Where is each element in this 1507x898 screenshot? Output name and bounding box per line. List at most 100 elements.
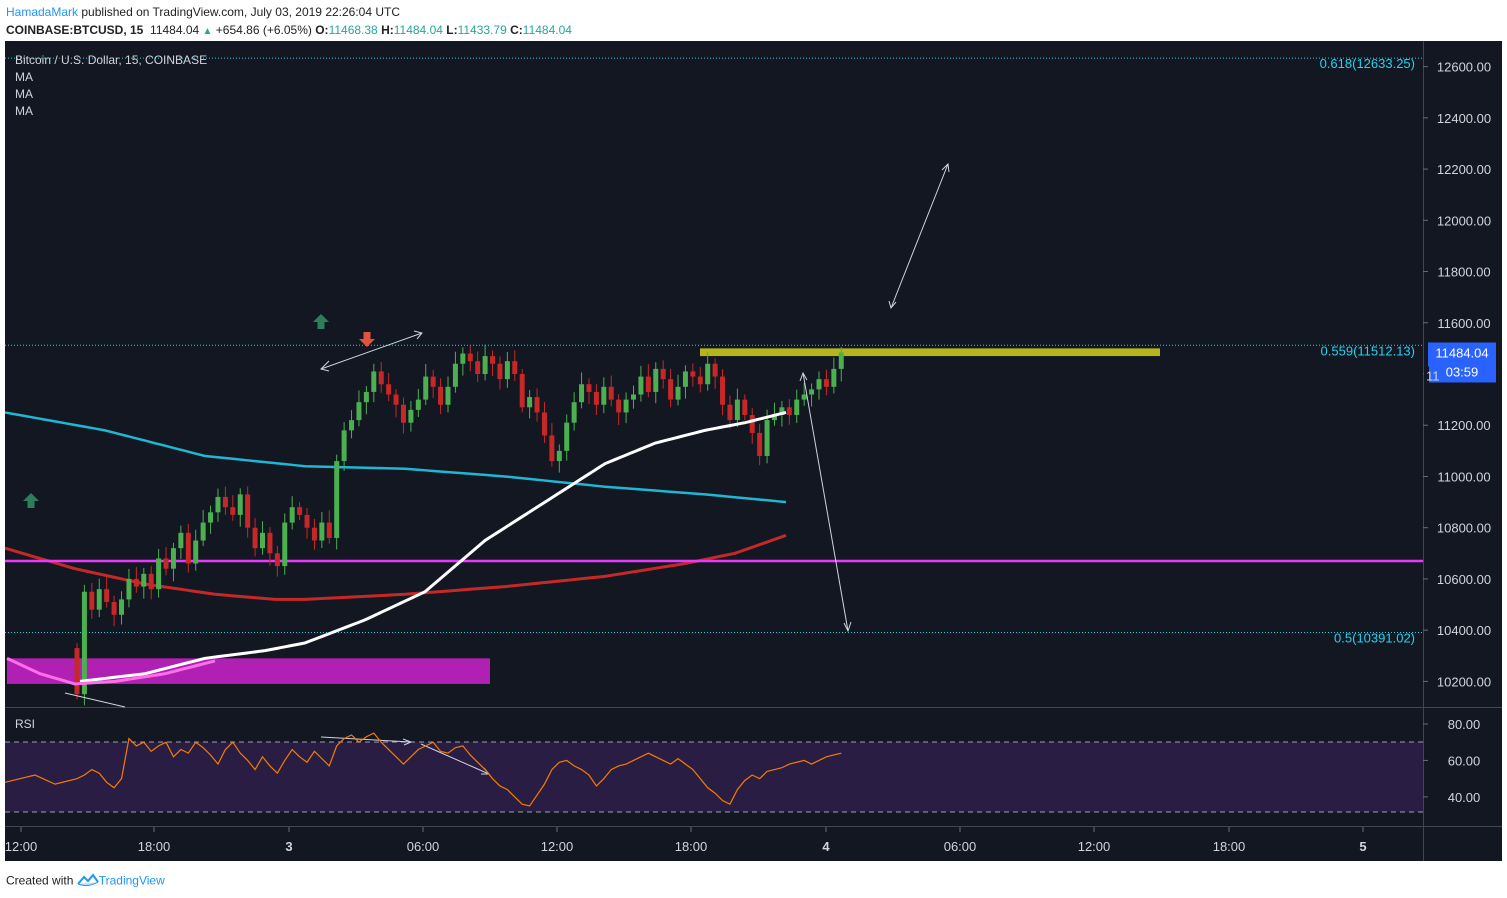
price-tick-label: 11200.00 [1437,418,1490,433]
time-tick-label: 12:00 [541,839,574,854]
candle-down [163,558,169,569]
close-value: 11484.04 [522,23,572,37]
arrowhead-icon [413,330,423,340]
price-tick-label: 12400.00 [1437,111,1491,126]
low-value: 11433.79 [457,23,507,37]
candle-down [668,379,674,400]
candle-up [445,386,451,405]
candle-down [512,361,518,374]
candle-up [178,532,184,549]
candle-down [757,432,763,456]
candle-up [200,522,206,541]
buy-signal-icon [23,493,39,508]
rsi-down-arrow[interactable] [420,743,490,775]
current-price-label: 11484.04 [1435,345,1488,360]
candle-down [89,591,95,610]
rsi-legend[interactable]: RSI [15,717,35,731]
rsi-divergence-line[interactable] [320,736,412,743]
time-tick-label: 4 [822,839,830,854]
current-price-badge [1428,342,1496,383]
price-tick-label: 10600.00 [1437,572,1491,587]
candle-down [430,376,436,387]
candle-down [712,363,718,377]
price-tick-label: 12000.00 [1437,213,1491,228]
candle-down [133,578,139,587]
price-change: +654.86 (+6.05%) [215,23,312,37]
created-with-text: Created with [6,873,74,888]
rsi-line [4,732,842,807]
candle-up [96,589,102,610]
candle-down [475,361,481,374]
candle-up [141,573,147,587]
ohlc-bar: COINBASE:BTCUSD, 15 11484.04 ▲ +654.86 (… [6,23,572,37]
author-link[interactable]: HamadaMark [6,5,79,19]
time-axis[interactable]: 12:00 18:00 3 06:00 12:00 18:00 4 06:00 12:00 18:… [5,827,1367,854]
candle-down [586,384,592,392]
chart-area[interactable]: 0.618(12633.25) 0.559(11512.13) 0.5(1039… [4,41,1502,861]
resistance-zone[interactable] [700,348,1160,357]
candlestick-series [74,344,844,706]
candle-down [749,414,755,433]
candle-up [237,494,243,515]
time-tick-label: 06:00 [944,839,977,854]
candle-down [490,356,496,364]
moving-average-white [79,410,787,683]
candle-up [601,386,607,405]
price-tick-label: 11600.00 [1437,316,1490,331]
candle-down [438,386,444,405]
candle-up [653,368,659,392]
rsi-axis: 80.00 60.00 40.00 [1423,717,1480,805]
tradingview-link[interactable]: TradingView [98,873,165,888]
price-axis-hidden-label: 11 [1426,368,1440,383]
high-value: 11484.04 [393,23,443,37]
arrowhead-icon [941,162,950,173]
candle-up [623,399,629,413]
candle-up [734,399,740,421]
price-tick-label: 10800.00 [1437,521,1491,536]
candle-down [467,353,473,362]
candle-up [779,407,785,415]
time-tick-label: 06:00 [407,839,440,854]
candle-up [156,558,162,590]
candle-down [311,527,317,541]
arrowhead-icon [799,371,808,382]
fib-label-0618: 0.618(12633.25) [1320,56,1415,71]
chart-background [5,41,1502,861]
legend-ma-3[interactable]: MA [15,104,33,118]
price-tick-label: 12600.00 [1437,60,1491,75]
candle-down [645,376,651,392]
candle-up [771,414,777,421]
candle-down [400,404,406,423]
price-chart[interactable]: 0.618(12633.25) 0.559(11512.13) 0.5(1039… [4,41,1502,861]
candle-up [794,399,800,415]
candle-down [660,368,666,380]
candle-down [690,371,696,377]
candle-up [334,461,340,538]
candle-up [415,399,421,410]
candle-up [504,361,510,380]
candle-down [386,384,392,395]
candle-down [74,648,80,695]
candle-up [527,397,533,408]
trend-line-bottom[interactable] [64,692,126,708]
candle-up [579,384,585,403]
candle-up [371,371,377,392]
candle-up [682,371,688,387]
fib-label-05: 0.5(10391.02) [1334,630,1415,645]
candle-down [222,496,228,508]
trend-arrow-top[interactable] [320,332,423,370]
candle-up [423,376,429,400]
candle-down [185,532,191,564]
legend-ma-2[interactable]: MA [15,87,33,101]
bullish-arrow[interactable] [890,163,949,309]
legend-ma-1[interactable]: MA [15,70,33,84]
candle-up [215,496,221,513]
legend-title: Bitcoin / U.S. Dollar, 15, COINBASE [15,53,207,67]
candle-down [549,435,555,462]
bearish-arrow[interactable] [802,372,849,632]
arrowhead-icon [402,738,413,746]
candle-up [81,591,87,695]
candle-down [519,374,525,408]
footer: Created with TradingView [6,873,165,890]
candle-up [638,376,644,395]
